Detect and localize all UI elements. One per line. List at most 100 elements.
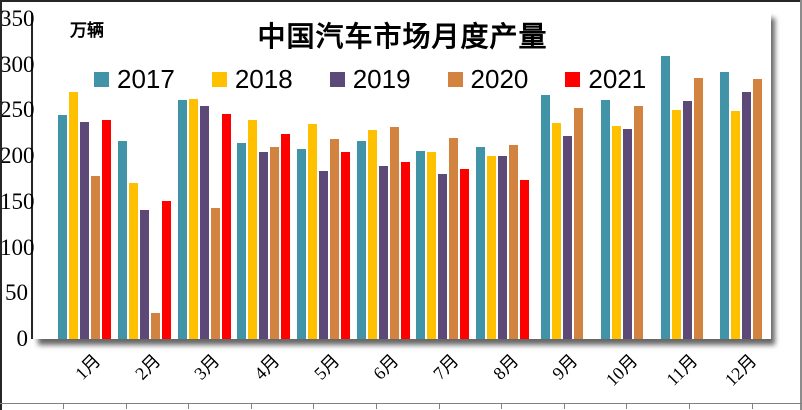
bottom-axis-tick (501, 403, 502, 409)
legend-swatch-2018 (211, 71, 227, 87)
month-group-4月 (234, 12, 294, 339)
legend-swatch-2017 (94, 71, 109, 87)
bar-2021-6月 (400, 162, 410, 339)
bar-2020-1月 (91, 176, 101, 339)
bar-2019-7月 (438, 174, 448, 339)
bar-2019-10月 (622, 129, 632, 339)
bottom-axis-tick (376, 403, 377, 409)
y-tick-label-50: 50 (5, 280, 28, 305)
bottom-axis-tick (251, 403, 252, 409)
bar-2021-8月 (520, 180, 530, 339)
bar-2019-4月 (259, 152, 269, 339)
bar-2017-2月 (118, 141, 127, 339)
bar-2018-2月 (129, 183, 138, 339)
x-tick-label-1月: 1月 (71, 350, 105, 384)
y-axis-line (31, 13, 33, 339)
month-group-8月 (473, 12, 533, 339)
bar-2017-3月 (177, 100, 187, 339)
bar-2017-9月 (541, 95, 551, 339)
bar-2018-10月 (611, 126, 621, 339)
legend-label-2019: 2019 (352, 64, 411, 94)
bar-2021-2月 (162, 201, 171, 339)
legend-label-2017: 2017 (117, 64, 175, 94)
legend-label-2020: 2020 (470, 64, 529, 94)
month-group-12月 (711, 12, 771, 339)
bar-2019-2月 (140, 210, 149, 339)
y-tick-label-300: 300 (0, 52, 35, 77)
bar-2019-11月 (682, 101, 692, 339)
legend: 2017 2018 2019 2020 2021 (94, 66, 646, 92)
bar-2020-10月 (633, 106, 643, 339)
plot-area: 中国汽车市场月度产量 万辆 2017 2018 2019 2020 2021 (34, 12, 771, 339)
bottom-axis-tick (188, 403, 189, 409)
bar-2019-1月 (80, 122, 90, 339)
bar-2017-12月 (720, 72, 730, 339)
y-tick-label-250: 250 (0, 97, 35, 122)
bar-2020-9月 (574, 108, 584, 339)
bar-2017-6月 (356, 141, 366, 339)
y-tick-label-200: 200 (0, 143, 35, 168)
y-tick-label-150: 150 (0, 189, 35, 214)
bar-2017-8月 (476, 147, 486, 339)
month-group-5月 (294, 12, 354, 339)
bar-2017-4月 (237, 143, 247, 339)
month-group-3月 (174, 12, 234, 339)
bar-2021-1月 (102, 120, 112, 339)
bar-2017-11月 (660, 56, 670, 339)
month-group-7月 (413, 12, 473, 339)
bar-2019-6月 (378, 166, 388, 339)
bar-2018-4月 (248, 120, 258, 339)
bar-2018-3月 (188, 99, 198, 339)
bar-2019-5月 (319, 171, 329, 339)
bottom-axis-tick (63, 403, 64, 409)
bottom-axis-line (0, 403, 802, 404)
bar-2020-8月 (509, 145, 519, 339)
month-group-1月 (55, 12, 115, 339)
month-group-6月 (353, 12, 413, 339)
bar-2019-8月 (498, 156, 508, 339)
legend-item-2021: 2021 (565, 66, 646, 92)
bottom-axis-tick (626, 403, 627, 409)
bar-2018-6月 (367, 130, 377, 339)
month-group-10月 (592, 12, 652, 339)
bar-2019-9月 (563, 136, 573, 339)
bottom-axis-tick (689, 403, 690, 409)
top-border-line (0, 0, 802, 2)
bar-2020-12月 (753, 79, 763, 339)
bar-2020-3月 (210, 208, 220, 339)
legend-label-2021: 2021 (588, 64, 647, 94)
right-border-line (800, 0, 802, 410)
bar-2018-8月 (487, 156, 497, 339)
bar-2018-1月 (69, 92, 79, 339)
bar-2018-9月 (552, 123, 562, 339)
bar-2020-6月 (389, 127, 399, 339)
y-axis-unit-label: 万辆 (70, 21, 104, 40)
bar-2017-7月 (416, 151, 426, 339)
bar-2018-7月 (427, 152, 437, 339)
legend-swatch-2021 (565, 71, 581, 87)
bar-2017-5月 (297, 149, 307, 339)
bar-2021-7月 (460, 169, 470, 339)
bar-2021-5月 (341, 152, 351, 339)
month-group-11月 (652, 12, 712, 339)
y-tick-label-0: 0 (16, 326, 29, 351)
bottom-axis-tick (439, 403, 440, 409)
left-border-line (0, 0, 2, 410)
bar-2020-2月 (151, 313, 160, 339)
bar-2019-12月 (742, 92, 752, 339)
legend-item-2018: 2018 (211, 64, 293, 94)
bar-2020-4月 (270, 147, 280, 339)
y-tick-label-100: 100 (0, 235, 35, 260)
bar-2018-11月 (671, 110, 681, 339)
legend-swatch-2020 (447, 71, 463, 87)
bottom-axis-tick (313, 403, 314, 409)
bar-2020-5月 (330, 139, 340, 339)
legend-swatch-2019 (329, 71, 345, 87)
legend-label-2018: 2018 (234, 64, 293, 94)
bar-2021-4月 (281, 134, 291, 339)
legend-item-2020: 2020 (447, 64, 529, 94)
legend-item-2019: 2019 (329, 64, 411, 94)
month-group-2月 (115, 12, 175, 339)
bar-2020-11月 (693, 78, 703, 339)
